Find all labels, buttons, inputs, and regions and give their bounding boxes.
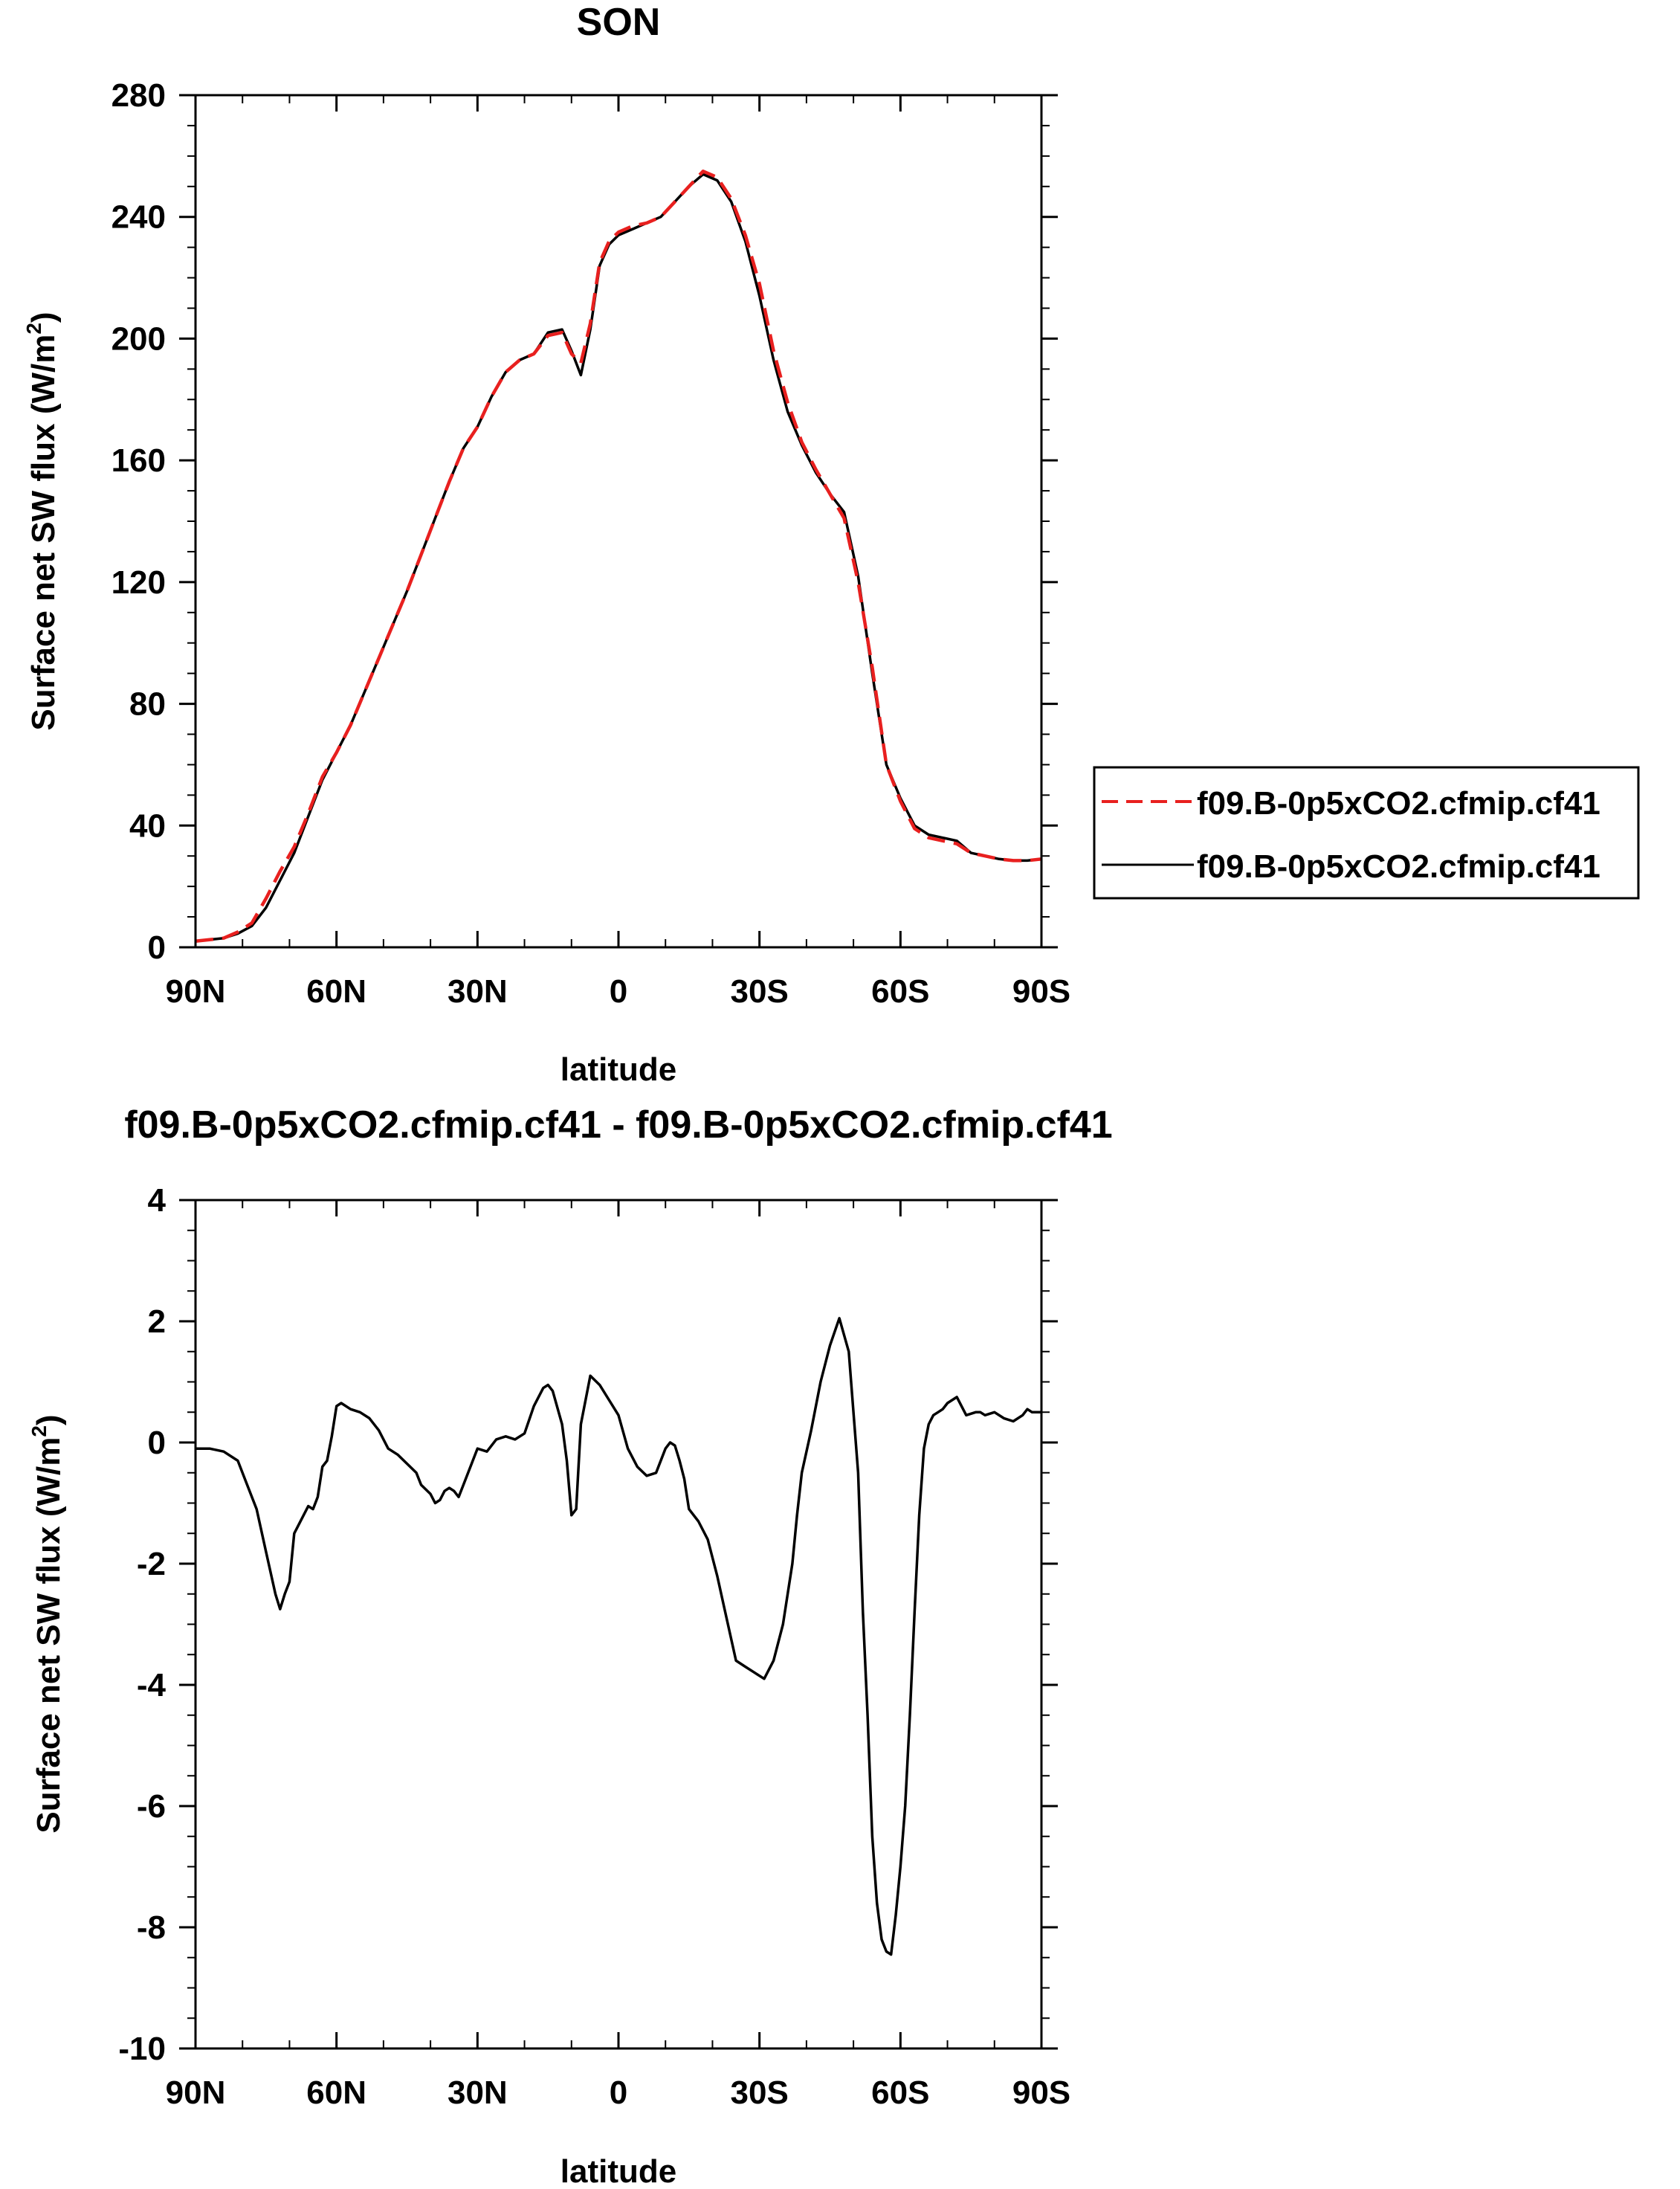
- top-ytick-label: 0: [148, 929, 166, 966]
- bottom-panel-title: f09.B-0p5xCO2.cfmip.cf41 - f09.B-0p5xCO2…: [124, 1103, 1112, 1147]
- bottom-panel-ylabel: Surface net SW flux (W/m2): [28, 1414, 67, 1833]
- top-ylabel-main: Surface net SW flux (W/m: [25, 335, 62, 731]
- bottom-ytick-label: -4: [137, 1667, 167, 1703]
- top-xtick-label: 60S: [871, 973, 929, 1010]
- bottom-ytick-label: 0: [148, 1425, 166, 1461]
- top-ytick-label: 240: [112, 199, 166, 236]
- bottom-xtick-label: 90S: [1012, 2074, 1070, 2111]
- top-ytick-label: 200: [112, 320, 166, 357]
- top-panel-ticks: 90N 60N 30N 0 30S 60S 90S 0 40 80 120 160 200 240 280: [112, 77, 1071, 1010]
- bottom-xtick-label: 90N: [166, 2074, 226, 2111]
- top-panel: SON 90N 60N 30N 0 30S 60S 90S 0 40 80 120 160 200 240…: [22, 1, 1640, 1088]
- legend-label-2: f09.B-0p5xCO2.cfmip.cf41: [1197, 848, 1600, 885]
- bottom-panel-xlabel: latitude: [560, 2153, 676, 2189]
- bottom-xtick-label: 60S: [871, 2074, 929, 2111]
- top-panel-xlabel: latitude: [560, 1051, 676, 1088]
- bottom-xtick-label: 0: [610, 2074, 627, 2111]
- top-ytick-label: 80: [129, 686, 166, 723]
- bottom-series-line-solid: [196, 1317, 1041, 1956]
- legend-label-1: f09.B-0p5xCO2.cfmip.cf41: [1197, 785, 1600, 822]
- bottom-panel-series: [196, 1317, 1041, 1956]
- top-panel-frame: [194, 94, 1043, 949]
- top-ylabel-close: ): [25, 312, 62, 323]
- bottom-ytick-label: -8: [137, 1909, 166, 1946]
- top-panel-series: [195, 170, 1042, 944]
- bottom-ylabel-sup: 2: [28, 1425, 51, 1437]
- top-ylabel-sup: 2: [22, 323, 45, 335]
- top-xtick-label: 30N: [448, 973, 508, 1010]
- bottom-panel-frame: [194, 1199, 1043, 2050]
- top-panel-ylabel: Surface net SW flux (W/m2): [22, 312, 62, 730]
- bottom-ytick-label: -2: [137, 1546, 166, 1582]
- bottom-ylabel-close: ): [30, 1414, 67, 1425]
- bottom-ytick-label: 2: [148, 1303, 166, 1340]
- bottom-panel: f09.B-0p5xCO2.cfmip.cf41 - f09.B-0p5xCO2…: [28, 1103, 1113, 2189]
- top-series-line-dashed: [195, 170, 1042, 944]
- top-ytick-label: 40: [129, 807, 166, 844]
- top-xtick-label: 90S: [1012, 973, 1070, 1010]
- bottom-xtick-label: 30N: [448, 2074, 508, 2111]
- bottom-xtick-label: 60N: [306, 2074, 366, 2111]
- bottom-ytick-label: -6: [137, 1788, 166, 1825]
- top-ytick-label: 120: [112, 564, 166, 601]
- top-ytick-label: 160: [112, 442, 166, 479]
- bottom-xtick-label: 30S: [731, 2074, 789, 2111]
- top-xtick-label: 60N: [306, 973, 366, 1010]
- top-xtick-label: 30S: [731, 973, 789, 1010]
- bottom-panel-ticks: 90N 60N 30N 0 30S 60S 90S -10 -8 -6 -4 -2 0 2 4: [118, 1182, 1070, 2111]
- top-panel-title: SON: [577, 1, 661, 44]
- bottom-ytick-label: -10: [118, 2031, 166, 2067]
- bottom-ytick-label: 4: [148, 1182, 167, 1219]
- legend-box: [1093, 766, 1640, 900]
- top-xtick-label: 0: [610, 973, 627, 1010]
- top-xtick-label: 90N: [166, 973, 226, 1010]
- top-ytick-label: 280: [112, 77, 166, 114]
- bottom-ylabel-main: Surface net SW flux (W/m: [30, 1437, 67, 1834]
- legend: f09.B-0p5xCO2.cfmip.cf41 f09.B-0p5xCO2.c…: [1093, 766, 1640, 900]
